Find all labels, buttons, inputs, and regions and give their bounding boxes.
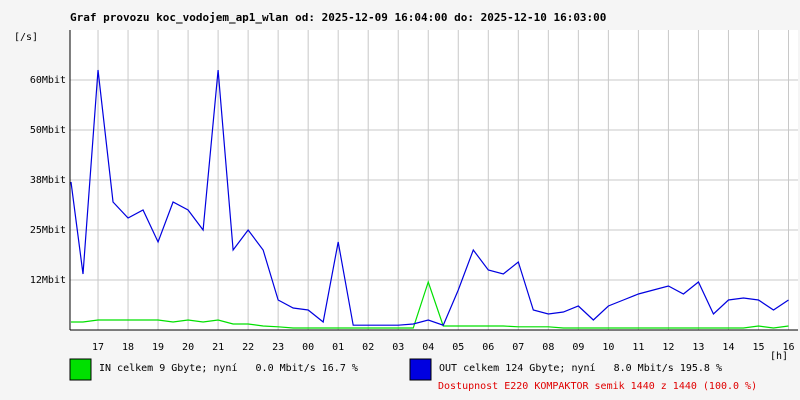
y-tick-label: 12Mbit bbox=[30, 275, 66, 286]
legend-label: OUT celkem 124 Gbyte; nyní 8.0 Mbit/s 19… bbox=[439, 362, 722, 374]
x-tick-label: 12 bbox=[662, 342, 674, 353]
y-tick-label: 25Mbit bbox=[30, 225, 66, 236]
x-tick-label: 09 bbox=[572, 342, 584, 353]
x-tick-label: 04 bbox=[422, 342, 434, 353]
x-tick-label: 00 bbox=[302, 342, 314, 353]
x-tick-label: 18 bbox=[122, 342, 134, 353]
series-line bbox=[70, 69, 789, 326]
x-tick-label: 13 bbox=[692, 342, 704, 353]
x-tick-label: 21 bbox=[212, 342, 224, 353]
x-tick-label: 16 bbox=[782, 342, 794, 353]
x-tick-label: 11 bbox=[632, 342, 644, 353]
availability-note: Dostupnost E220 KOMPAKTOR semik 1440 z 1… bbox=[438, 381, 757, 392]
x-axis-label: [h] bbox=[770, 351, 788, 362]
x-tick-label: 02 bbox=[362, 342, 374, 353]
x-tick-label: 07 bbox=[512, 342, 524, 353]
x-tick-label: 10 bbox=[602, 342, 614, 353]
legend-swatch bbox=[409, 358, 432, 381]
x-tick-label: 20 bbox=[182, 342, 194, 353]
x-tick-label: 14 bbox=[722, 342, 734, 353]
y-tick-label: 60Mbit bbox=[30, 75, 66, 86]
x-tick-label: 08 bbox=[542, 342, 554, 353]
x-tick-label: 05 bbox=[452, 342, 464, 353]
x-tick-label: 01 bbox=[332, 342, 344, 353]
chart-title: Graf provozu koc_vodojem_ap1_wlan od: 20… bbox=[70, 11, 606, 24]
x-tick-label: 03 bbox=[392, 342, 404, 353]
y-tick-label: 50Mbit bbox=[30, 125, 66, 136]
x-tick-label: 15 bbox=[752, 342, 764, 353]
series-line bbox=[70, 280, 789, 329]
x-tick-label: 23 bbox=[272, 342, 284, 353]
y-axis-label: [/s] bbox=[14, 32, 38, 43]
x-tick-label: 19 bbox=[152, 342, 164, 353]
y-tick-label: 38Mbit bbox=[30, 175, 66, 186]
x-tick-label: 22 bbox=[242, 342, 254, 353]
x-tick-label: 06 bbox=[482, 342, 494, 353]
x-tick-label: 17 bbox=[92, 342, 104, 353]
legend-label: IN celkem 9 Gbyte; nyní 0.0 Mbit/s 16.7 … bbox=[99, 362, 358, 374]
legend-swatch bbox=[69, 358, 92, 381]
